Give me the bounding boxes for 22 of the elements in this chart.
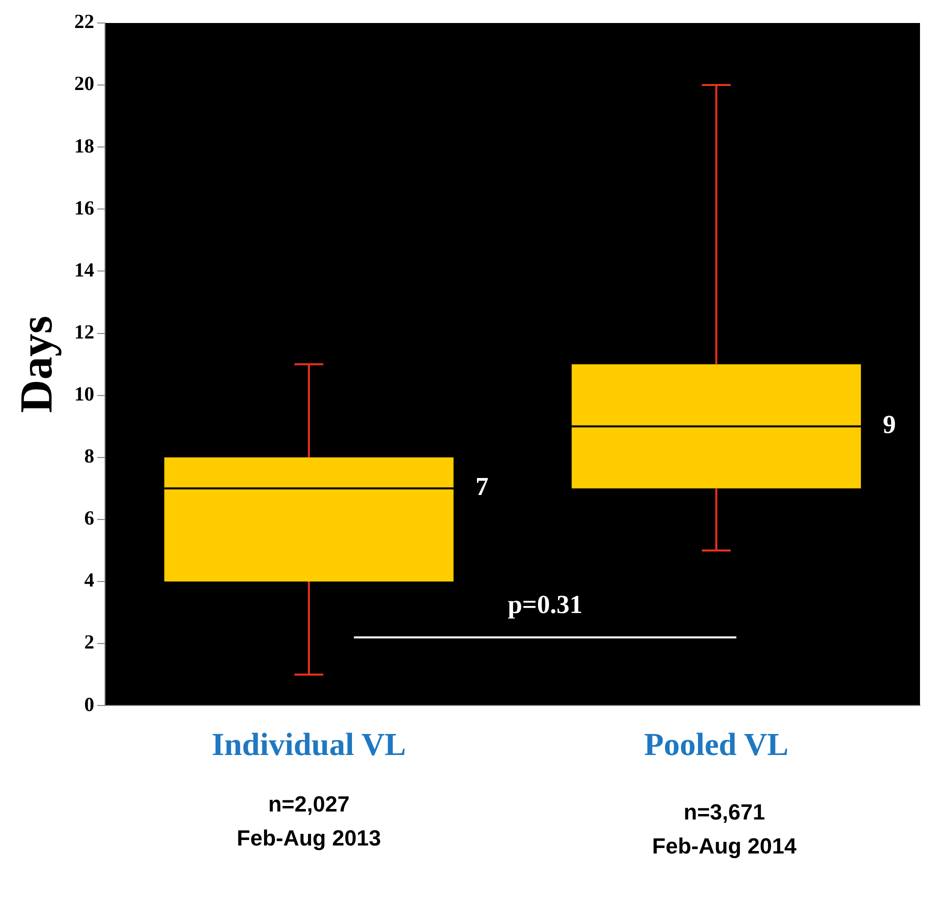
y-tick-label: 16 xyxy=(74,197,94,220)
y-tick-label: 6 xyxy=(84,508,94,530)
y-tick-label: 8 xyxy=(84,446,94,468)
annotation: p=0.31 xyxy=(508,590,582,620)
y-tick-label: 12 xyxy=(74,321,94,344)
text: n=3,671 xyxy=(684,800,765,825)
y-tick-label: 10 xyxy=(74,384,94,406)
y-tick-label: 4 xyxy=(84,570,94,592)
x-tick-label: Individual VL xyxy=(212,726,406,762)
y-tick-label: 2 xyxy=(84,632,94,654)
y-axis-title: Days xyxy=(10,316,62,413)
y-tick-label: 22 xyxy=(74,11,94,34)
y-tick-label: 18 xyxy=(74,135,94,158)
y-tick-label: 14 xyxy=(74,259,94,282)
text: Feb-Aug 2013 xyxy=(236,826,382,851)
text: n=2,027 xyxy=(268,792,350,817)
y-tick-label: 20 xyxy=(74,73,94,96)
text: Feb-Aug 2014 xyxy=(652,834,798,859)
annotation: 7 xyxy=(476,472,489,502)
x-tick-label: Pooled VL xyxy=(644,726,788,762)
y-tick-label: 0 xyxy=(84,694,94,716)
annotation: 9 xyxy=(882,410,896,440)
